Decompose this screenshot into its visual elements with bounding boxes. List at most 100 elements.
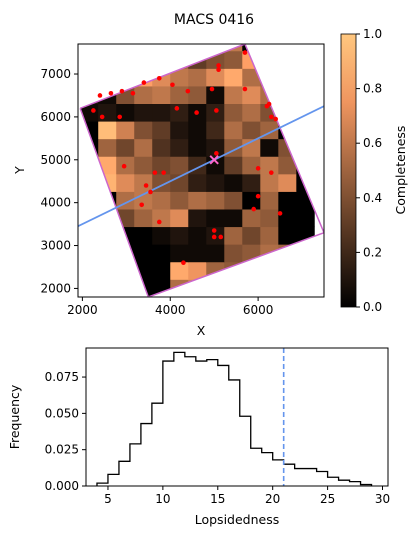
colorbar-tick-label: 0.2 — [363, 245, 382, 259]
y-tick-label: 6000 — [40, 110, 71, 124]
heatmap-cell — [188, 209, 207, 228]
heatmap-cell — [134, 138, 153, 157]
heatmap-cell — [278, 191, 297, 210]
heatmap-cell — [242, 156, 261, 175]
data-point — [181, 260, 186, 265]
heatmap-cell — [152, 138, 171, 157]
data-point — [242, 50, 248, 55]
data-point — [152, 170, 158, 175]
x-tick-label: 20 — [265, 492, 280, 506]
heatmap-cell — [188, 68, 207, 87]
data-point — [255, 166, 261, 171]
data-point — [211, 228, 217, 233]
heatmap-cell — [152, 209, 171, 228]
heatmap-cell — [188, 121, 207, 140]
data-point — [268, 170, 274, 175]
histogram-panel: 5 10 15 20 25 30 0.000 0.025 0.050 0.075 Lopside… — [7, 347, 390, 527]
data-point — [97, 93, 103, 98]
colorbar-tick-label: 0.8 — [363, 82, 382, 96]
heatmap-cell — [260, 226, 279, 245]
heatmap-cell — [278, 156, 297, 175]
heatmap-cell — [242, 68, 261, 87]
heatmap-cell — [170, 103, 189, 122]
histogram-x-label: Lopsidedness — [195, 512, 280, 527]
heatmap-cell — [242, 121, 261, 140]
x-tick-label: 30 — [375, 492, 390, 506]
footprint-mask — [78, 44, 324, 297]
data-point — [91, 108, 96, 113]
colorbar-ticks: 0.0 0.2 0.4 0.6 0.8 1.0 — [356, 27, 382, 314]
data-point — [251, 206, 257, 212]
y-tick-label: 7000 — [40, 67, 71, 81]
data-point — [211, 234, 217, 240]
histogram-plot — [96, 348, 373, 486]
heatmap-cell — [224, 86, 243, 104]
data-point — [218, 234, 224, 240]
heatmap-cell — [206, 244, 225, 263]
heatmap-cell — [134, 86, 153, 104]
heatmap-cell — [170, 261, 189, 280]
heatmap-cell — [206, 68, 225, 87]
heatmap-cell — [152, 156, 171, 175]
heatmap-x-ticks: 2000 4000 6000 — [67, 297, 273, 317]
y-tick-label: 4000 — [40, 196, 71, 210]
heatmap-overlay — [78, 44, 324, 297]
heatmap-cell — [170, 138, 189, 157]
heatmap-cell — [224, 173, 243, 192]
heatmap-cell — [188, 86, 207, 104]
data-point — [242, 86, 248, 92]
data-point — [216, 67, 221, 73]
heatmap-cell — [224, 209, 243, 228]
heatmap-cell — [152, 226, 171, 245]
data-point — [141, 80, 147, 85]
heatmap-cell — [134, 244, 153, 263]
heatmap-cell — [260, 138, 279, 157]
heatmap-cell — [134, 226, 153, 245]
heatmap-cell — [188, 226, 207, 245]
heatmap-cell — [134, 209, 153, 228]
heatmap-cell — [242, 86, 261, 104]
heatmap-cell — [152, 103, 171, 122]
heatmap-cell — [188, 244, 207, 263]
heatmap-cell — [224, 68, 243, 87]
heatmap-cell — [296, 209, 315, 228]
heatmap-y-ticks: 2000 3000 4000 5000 6000 7000 — [40, 67, 78, 295]
heatmap-cell — [152, 191, 171, 210]
heatmap-cell — [242, 226, 261, 245]
data-point — [143, 183, 149, 188]
x-tick-label: 6000 — [243, 303, 274, 317]
data-point — [255, 193, 261, 199]
heatmap-y-label: Y — [12, 166, 27, 175]
histogram-y-label: Frequency — [7, 384, 22, 449]
y-tick-label: 5000 — [40, 153, 71, 167]
x-tick-label: 25 — [320, 492, 335, 506]
heatmap-cell — [170, 86, 189, 104]
data-point — [273, 116, 278, 122]
y-tick-label: 0.025 — [45, 443, 79, 457]
data-point — [214, 151, 219, 156]
data-point — [121, 163, 127, 169]
heatmap-cell — [206, 103, 225, 122]
data-point — [99, 114, 105, 120]
x-tick-label: 10 — [155, 492, 170, 506]
heatmap-cell — [98, 121, 117, 140]
heatmap-cell — [260, 173, 279, 192]
heatmap-cell — [242, 103, 261, 122]
histogram-step-line — [96, 351, 373, 486]
center-marker-stroke — [209, 155, 219, 165]
colorbar-tick-label: 0.6 — [363, 136, 382, 150]
heatmap-cell — [206, 209, 225, 228]
x-tick-label: 15 — [210, 492, 225, 506]
heatmap-cell — [116, 173, 135, 192]
x-tick-label: 5 — [104, 492, 112, 506]
y-tick-label: 0.000 — [45, 479, 79, 493]
heatmap-cell — [278, 209, 297, 228]
y-tick-label: 0.050 — [45, 406, 79, 420]
heatmap-cell — [152, 244, 171, 263]
data-point — [117, 114, 123, 120]
heatmap-cell — [242, 173, 261, 192]
colorbar-tick-label: 0.0 — [363, 300, 382, 314]
colorbar-tick-label: 1.0 — [363, 27, 382, 41]
heatmap-cell — [170, 209, 189, 228]
